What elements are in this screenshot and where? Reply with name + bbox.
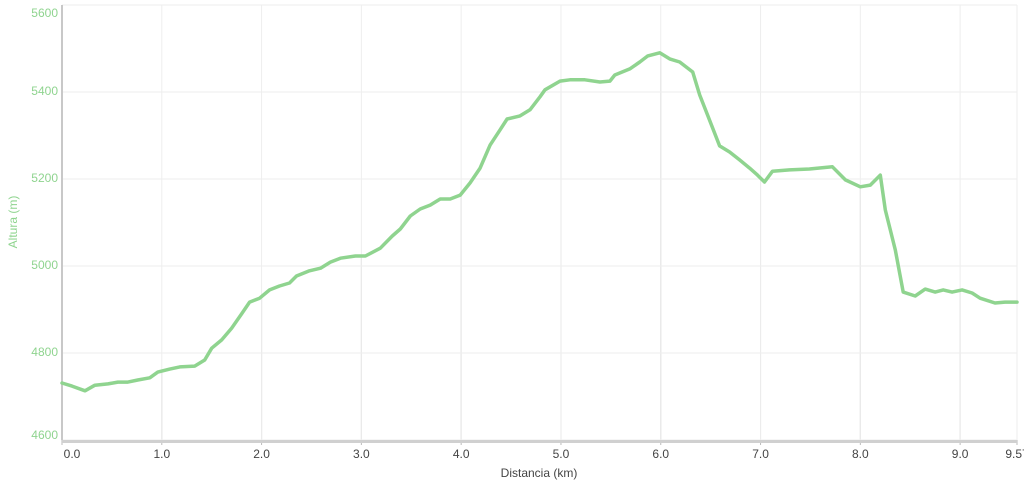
x-tick-label: 2.0 bbox=[253, 447, 270, 461]
grid-under-line bbox=[62, 52, 1017, 440]
x-tick-label: 7.0 bbox=[752, 447, 769, 461]
x-tick-label: 0.0 bbox=[64, 447, 81, 461]
x-tick-label: 9.57 bbox=[1005, 447, 1024, 461]
y-tick-label: 5400 bbox=[31, 84, 58, 98]
x-tick-label: 6.0 bbox=[652, 447, 669, 461]
y-tick-label: 4600 bbox=[31, 428, 58, 442]
x-axis-label: Distancia (km) bbox=[501, 466, 578, 480]
y-tick-label: 5200 bbox=[31, 171, 58, 185]
x-tick-label: 4.0 bbox=[453, 447, 470, 461]
y-axis-label: Altura (m) bbox=[6, 196, 20, 249]
y-tick-label: 5600 bbox=[31, 6, 58, 20]
y-tick-label: 4800 bbox=[31, 345, 58, 359]
x-axis bbox=[62, 440, 1017, 443]
elevation-line bbox=[60, 51, 1019, 393]
x-tick-label: 3.0 bbox=[353, 447, 370, 461]
x-tick-label: 9.0 bbox=[952, 447, 969, 461]
x-tick-label: 1.0 bbox=[153, 447, 170, 461]
y-tick-label: 5000 bbox=[31, 258, 58, 272]
x-tick-label: 8.0 bbox=[852, 447, 869, 461]
x-tick-label: 5.0 bbox=[553, 447, 570, 461]
